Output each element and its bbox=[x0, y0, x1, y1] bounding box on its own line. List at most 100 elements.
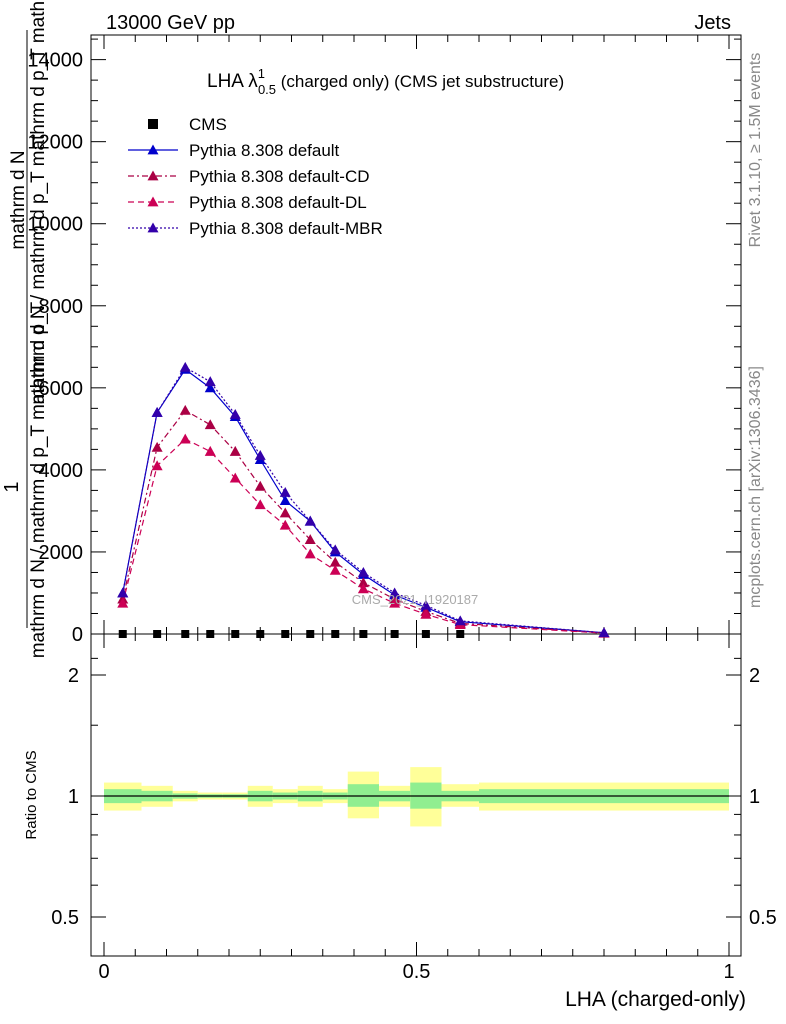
svg-text:LHA λ10.5 (charged only) (CMS: LHA λ1 0.5 (charged only) (CMS jet substr… bbox=[207, 66, 564, 97]
y-tick-label: 0 bbox=[72, 624, 83, 646]
data-point-triangle bbox=[229, 445, 241, 456]
data-point-square bbox=[390, 630, 399, 638]
ratio-y-label: Ratio to CMS bbox=[23, 750, 40, 839]
legend-marker bbox=[148, 119, 158, 129]
title-sup: 1 bbox=[258, 66, 265, 81]
x-tick-label: 0.5 bbox=[403, 961, 431, 983]
data-point-square bbox=[231, 630, 240, 638]
data-point-square bbox=[456, 630, 465, 638]
legend-label: CMS bbox=[189, 115, 227, 134]
data-point-triangle bbox=[454, 615, 466, 626]
data-point-triangle bbox=[254, 480, 266, 491]
series-0 bbox=[118, 630, 465, 638]
data-point-triangle bbox=[420, 608, 432, 619]
data-point-triangle bbox=[420, 599, 432, 610]
main-series-layer bbox=[117, 361, 610, 638]
ratio-y-tick-label-right: 1 bbox=[749, 786, 760, 808]
data-point-triangle bbox=[279, 495, 291, 506]
ratio-y-tick-label-right: 2 bbox=[749, 665, 760, 687]
watermark: CMS_2021_I1920187 bbox=[352, 592, 479, 607]
data-point-triangle bbox=[151, 406, 163, 417]
mcplots-label: mcplots.cern.ch [arXiv:1306.3436] bbox=[747, 366, 764, 608]
y-label-denom: mathrm d N / mathrm d p_T mathrm d p_T m… bbox=[28, 0, 49, 405]
plot-title: LHA λ1 0.5 (charged only) (CMS jet substr… bbox=[207, 66, 564, 97]
data-point-square bbox=[153, 630, 162, 638]
y-tick-label: 8000 bbox=[39, 296, 84, 318]
data-point-square bbox=[359, 630, 368, 638]
jets-label: Jets bbox=[694, 12, 731, 34]
data-point-triangle bbox=[329, 564, 341, 575]
data-point-square bbox=[206, 630, 215, 638]
legend: CMS Pythia 8.308 default Pythia 8.308 defa… bbox=[128, 115, 383, 238]
data-point-triangle bbox=[151, 460, 163, 471]
data-point-triangle bbox=[598, 627, 610, 638]
title-main: LHA λ bbox=[207, 71, 258, 92]
y-tick-label: 2000 bbox=[39, 542, 84, 564]
data-point-triangle bbox=[357, 566, 369, 577]
data-point-triangle bbox=[357, 577, 369, 588]
series-3 bbox=[117, 433, 610, 638]
main-axis-ticks: 0 2000 4000 6000 8000 10000 12000 14000 bbox=[27, 35, 741, 956]
data-point-triangle bbox=[179, 404, 191, 415]
y-label-denom-2: mathrm d N / mathrm d p_T mathrm d p_T bbox=[28, 301, 49, 658]
data-point-triangle bbox=[147, 222, 159, 233]
y-tick-label: 6000 bbox=[39, 378, 84, 400]
legend-label: Pythia 8.308 default-DL bbox=[189, 193, 367, 212]
series-4 bbox=[117, 361, 610, 638]
data-point-triangle bbox=[279, 486, 291, 497]
x-tick-label: 1 bbox=[723, 961, 734, 983]
data-point-square bbox=[306, 630, 315, 638]
y-tick-label: 12000 bbox=[27, 132, 83, 154]
data-point-triangle bbox=[204, 419, 216, 430]
ratio-y-tick-label: 1 bbox=[68, 786, 79, 808]
data-point-triangle bbox=[254, 450, 266, 460]
data-point-triangle bbox=[117, 587, 129, 598]
data-point-triangle bbox=[279, 507, 291, 518]
y-tick-label: 4000 bbox=[39, 460, 84, 482]
data-point-square bbox=[281, 630, 290, 638]
data-point-triangle bbox=[204, 382, 216, 393]
x-tick-label: 0 bbox=[98, 961, 109, 983]
title-rest: (charged only) (CMS jet substructure) bbox=[276, 72, 564, 91]
legend-label: Pythia 8.308 default-CD bbox=[189, 167, 370, 186]
y-label-numer: mathrm d N bbox=[8, 150, 29, 249]
data-point-triangle bbox=[179, 361, 191, 372]
data-point-triangle bbox=[329, 556, 341, 567]
legend-label: Pythia 8.308 default-MBR bbox=[189, 219, 383, 238]
data-point-triangle bbox=[357, 583, 369, 594]
data-point-triangle bbox=[389, 587, 401, 598]
title-sub: 0.5 bbox=[258, 82, 276, 97]
ratio-y-tick-label: 2 bbox=[68, 665, 79, 687]
data-point-square bbox=[256, 630, 265, 638]
y-axis-label: 1 mathrm d N mathrm d N / mathrm d p_T m… bbox=[1, 0, 49, 658]
data-point-triangle bbox=[229, 409, 241, 419]
data-point-triangle bbox=[147, 170, 159, 181]
data-point-triangle bbox=[229, 472, 241, 483]
energy-label: 13000 GeV pp bbox=[106, 12, 235, 34]
data-point-square bbox=[118, 630, 127, 638]
data-point-square bbox=[421, 630, 430, 638]
y-tick-label: 14000 bbox=[27, 50, 83, 72]
y-label-one: 1 bbox=[1, 481, 23, 492]
data-point-triangle bbox=[179, 433, 191, 444]
data-point-triangle bbox=[204, 445, 216, 456]
data-point-triangle bbox=[204, 376, 216, 387]
x-axis-label: LHA (charged-only) bbox=[565, 988, 746, 1011]
rivet-label: Rivet 3.1.10, ≥ 1.5M events bbox=[747, 53, 764, 248]
data-point-triangle bbox=[304, 515, 316, 526]
legend-label: Pythia 8.308 default bbox=[189, 141, 340, 160]
data-point-triangle bbox=[147, 144, 159, 155]
data-point-triangle bbox=[389, 597, 401, 608]
data-point-triangle bbox=[254, 499, 266, 510]
y-tick-label: 10000 bbox=[27, 214, 83, 236]
ratio-layer: 0.5 0.5 1 1 2 2 0 0.5 1 bbox=[51, 657, 777, 983]
data-point-triangle bbox=[329, 544, 341, 555]
ratio-y-tick-label: 0.5 bbox=[51, 907, 79, 929]
data-point-triangle bbox=[151, 441, 163, 452]
data-point-triangle bbox=[117, 597, 129, 608]
data-point-triangle bbox=[147, 196, 159, 207]
ratio-y-tick-label-right: 0.5 bbox=[749, 907, 777, 929]
data-point-triangle bbox=[304, 534, 316, 545]
data-point-square bbox=[331, 630, 340, 638]
